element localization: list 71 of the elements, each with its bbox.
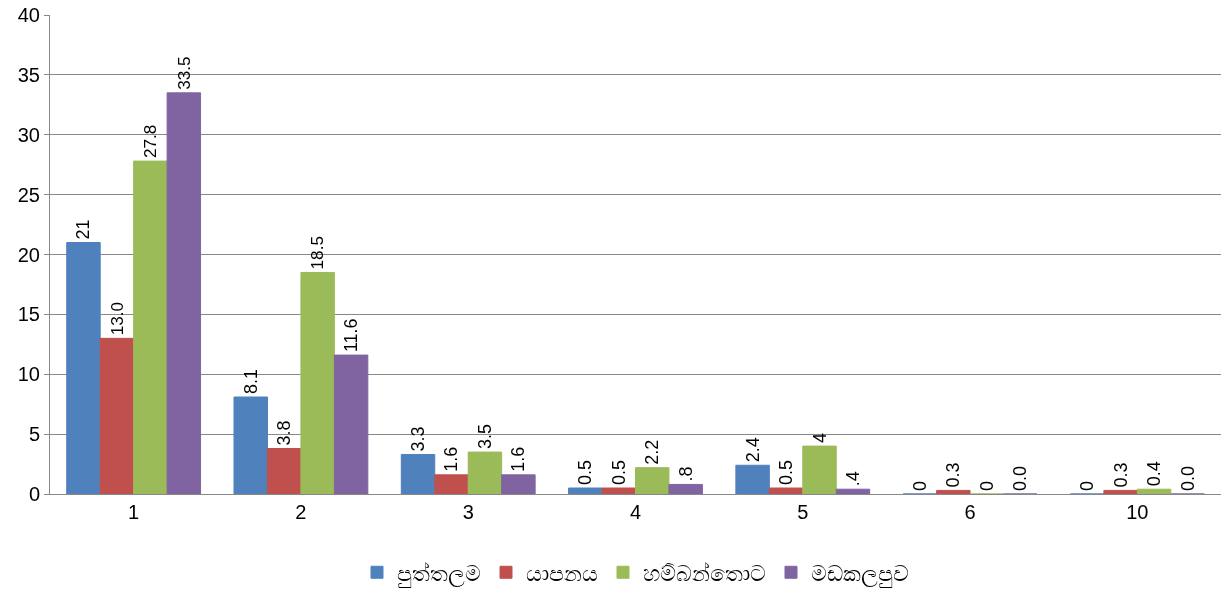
data-label: 4 bbox=[809, 433, 830, 444]
data-label: 3.8 bbox=[274, 420, 295, 446]
bar bbox=[166, 92, 202, 494]
bar bbox=[467, 451, 503, 494]
y-tick-label: 5 bbox=[28, 423, 40, 446]
data-label: 3.3 bbox=[408, 426, 429, 452]
bar bbox=[735, 464, 770, 494]
y-tick-label: 25 bbox=[17, 183, 40, 206]
data-label: 0.3 bbox=[1110, 462, 1131, 488]
data-label: 8.1 bbox=[240, 368, 261, 394]
data-label: 0 bbox=[909, 480, 930, 491]
data-label: 0.5 bbox=[575, 459, 596, 486]
data-label: 33.5 bbox=[173, 56, 194, 90]
data-label: 27.8 bbox=[140, 124, 161, 159]
y-tick-label: 20 bbox=[17, 243, 40, 266]
data-label: 0.5 bbox=[776, 459, 797, 486]
data-label: .8 bbox=[675, 466, 696, 482]
bar bbox=[1136, 488, 1172, 494]
y-tick-label: 40 bbox=[17, 4, 40, 26]
legend-label: පුත්තලම bbox=[397, 560, 481, 588]
bar bbox=[233, 396, 268, 494]
bar bbox=[400, 453, 436, 494]
legend-label: යාපනය bbox=[526, 560, 598, 586]
bar bbox=[568, 487, 603, 494]
data-label: 0 bbox=[1077, 480, 1098, 491]
bar bbox=[266, 448, 302, 494]
bar bbox=[300, 271, 335, 494]
x-tick-label: 6 bbox=[964, 501, 976, 523]
y-tick-label: 15 bbox=[17, 303, 40, 326]
bar bbox=[99, 337, 135, 494]
data-label: 0.3 bbox=[943, 462, 964, 488]
bar bbox=[635, 467, 670, 494]
bar bbox=[66, 242, 101, 494]
bar bbox=[802, 445, 837, 494]
data-label: 21 bbox=[73, 219, 94, 240]
bar bbox=[434, 474, 469, 494]
data-label: 0.4 bbox=[1144, 461, 1165, 487]
bar bbox=[1103, 489, 1138, 494]
bar bbox=[936, 489, 971, 494]
y-tick-label: 10 bbox=[17, 363, 40, 386]
data-label: 1.6 bbox=[441, 446, 462, 472]
data-label: 0 bbox=[976, 480, 997, 491]
bar bbox=[601, 487, 636, 494]
x-tick-label: 1 bbox=[128, 501, 140, 523]
y-tick-label: 30 bbox=[17, 123, 40, 146]
x-tick-label: 5 bbox=[797, 501, 809, 523]
data-label: 0.0 bbox=[1177, 465, 1198, 491]
data-label: 0.5 bbox=[608, 459, 629, 486]
x-tick-label: 3 bbox=[462, 501, 474, 523]
data-label: 3.5 bbox=[474, 424, 495, 450]
bar bbox=[668, 483, 703, 494]
y-tick-label: 35 bbox=[17, 63, 40, 86]
x-tick-label: 2 bbox=[295, 501, 307, 523]
x-tick-label: 4 bbox=[629, 501, 642, 523]
bar bbox=[835, 488, 871, 494]
data-label: 2.4 bbox=[742, 437, 763, 463]
bar bbox=[333, 354, 369, 494]
legend-label: මඩකලපුව bbox=[811, 560, 909, 588]
data-label: 0.0 bbox=[1010, 465, 1031, 491]
data-label: 1.6 bbox=[508, 446, 529, 472]
y-tick-label: 0 bbox=[28, 483, 40, 505]
bar bbox=[133, 160, 168, 494]
x-tick-label: 10 bbox=[1126, 501, 1149, 523]
data-label: 2.2 bbox=[642, 439, 663, 465]
data-label: 11.6 bbox=[341, 318, 362, 353]
bar bbox=[768, 487, 804, 494]
data-label: 18.5 bbox=[307, 236, 328, 270]
legend-label: හම්බන්තොට bbox=[643, 560, 766, 586]
data-label: .4 bbox=[842, 471, 863, 487]
bar bbox=[501, 474, 536, 494]
data-label: 13.0 bbox=[106, 301, 127, 336]
